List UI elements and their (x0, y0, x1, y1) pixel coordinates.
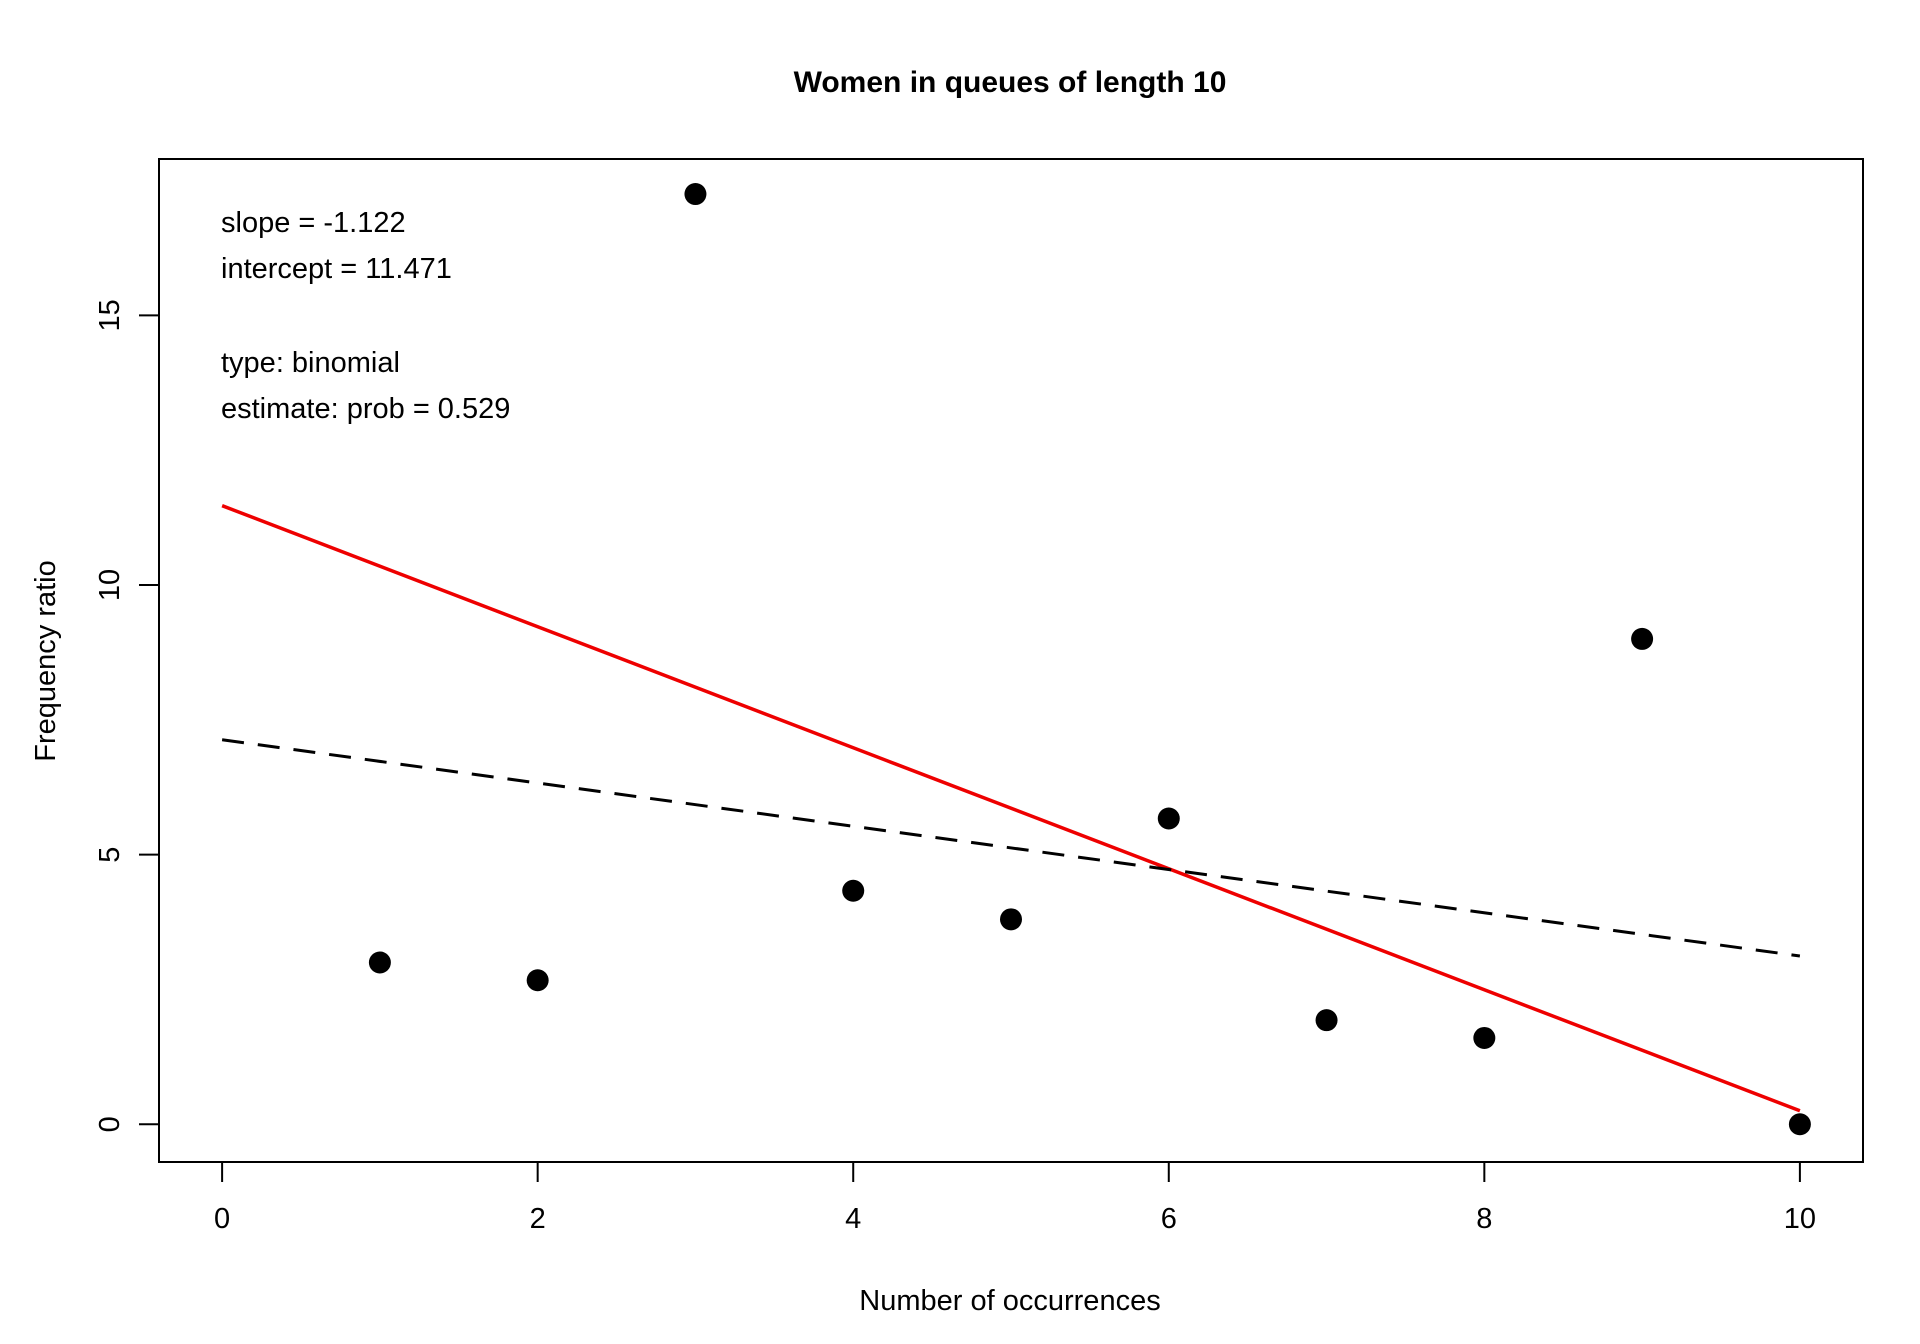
annotation-estimate: estimate: prob = 0.529 (221, 393, 510, 425)
data-point-0 (368, 951, 391, 974)
data-point-9 (1788, 1113, 1811, 1136)
x-tick-label-0: 0 (214, 1203, 230, 1235)
y-tick-label-3: 15 (94, 299, 126, 331)
data-point-7 (1473, 1026, 1496, 1049)
data-point-4 (1000, 908, 1022, 931)
y-axis: 0 5 10 15 (94, 299, 160, 1132)
chart-title: Women in queues of length 10 (794, 66, 1227, 99)
annotation-intercept: intercept = 11.471 (221, 253, 452, 285)
data-point-1 (526, 969, 549, 992)
data-point-5 (1157, 807, 1180, 830)
x-tick-label-4: 8 (1476, 1203, 1492, 1235)
y-tick-label-1: 5 (94, 847, 126, 863)
data-point-6 (1315, 1009, 1338, 1032)
x-axis-label: Number of occurrences (859, 1285, 1160, 1317)
x-tick-label-2: 4 (845, 1203, 861, 1235)
y-tick-label-0: 0 (94, 1116, 126, 1132)
fit-line (221, 504, 1801, 1113)
x-axis: 0 2 4 6 8 10 (214, 1161, 1816, 1235)
data-point-2 (684, 183, 707, 206)
annotations: slope = -1.122 intercept = 11.471 type: … (221, 207, 510, 425)
x-tick-label-3: 6 (1161, 1203, 1177, 1235)
dashed-line (221, 738, 1801, 958)
data-point-3 (842, 879, 865, 902)
annotation-slope: slope = -1.122 (221, 207, 406, 239)
x-tick-label-5: 10 (1784, 1203, 1816, 1235)
fit-lines (221, 504, 1801, 1113)
x-tick-label-1: 2 (530, 1203, 546, 1235)
plot-frame (158, 158, 1864, 1163)
y-axis-label: Frequency ratio (30, 560, 62, 762)
data-points (368, 183, 1811, 1136)
annotation-type: type: binomial (221, 347, 400, 379)
y-tick-label-2: 10 (94, 569, 126, 601)
data-point-8 (1631, 627, 1654, 650)
